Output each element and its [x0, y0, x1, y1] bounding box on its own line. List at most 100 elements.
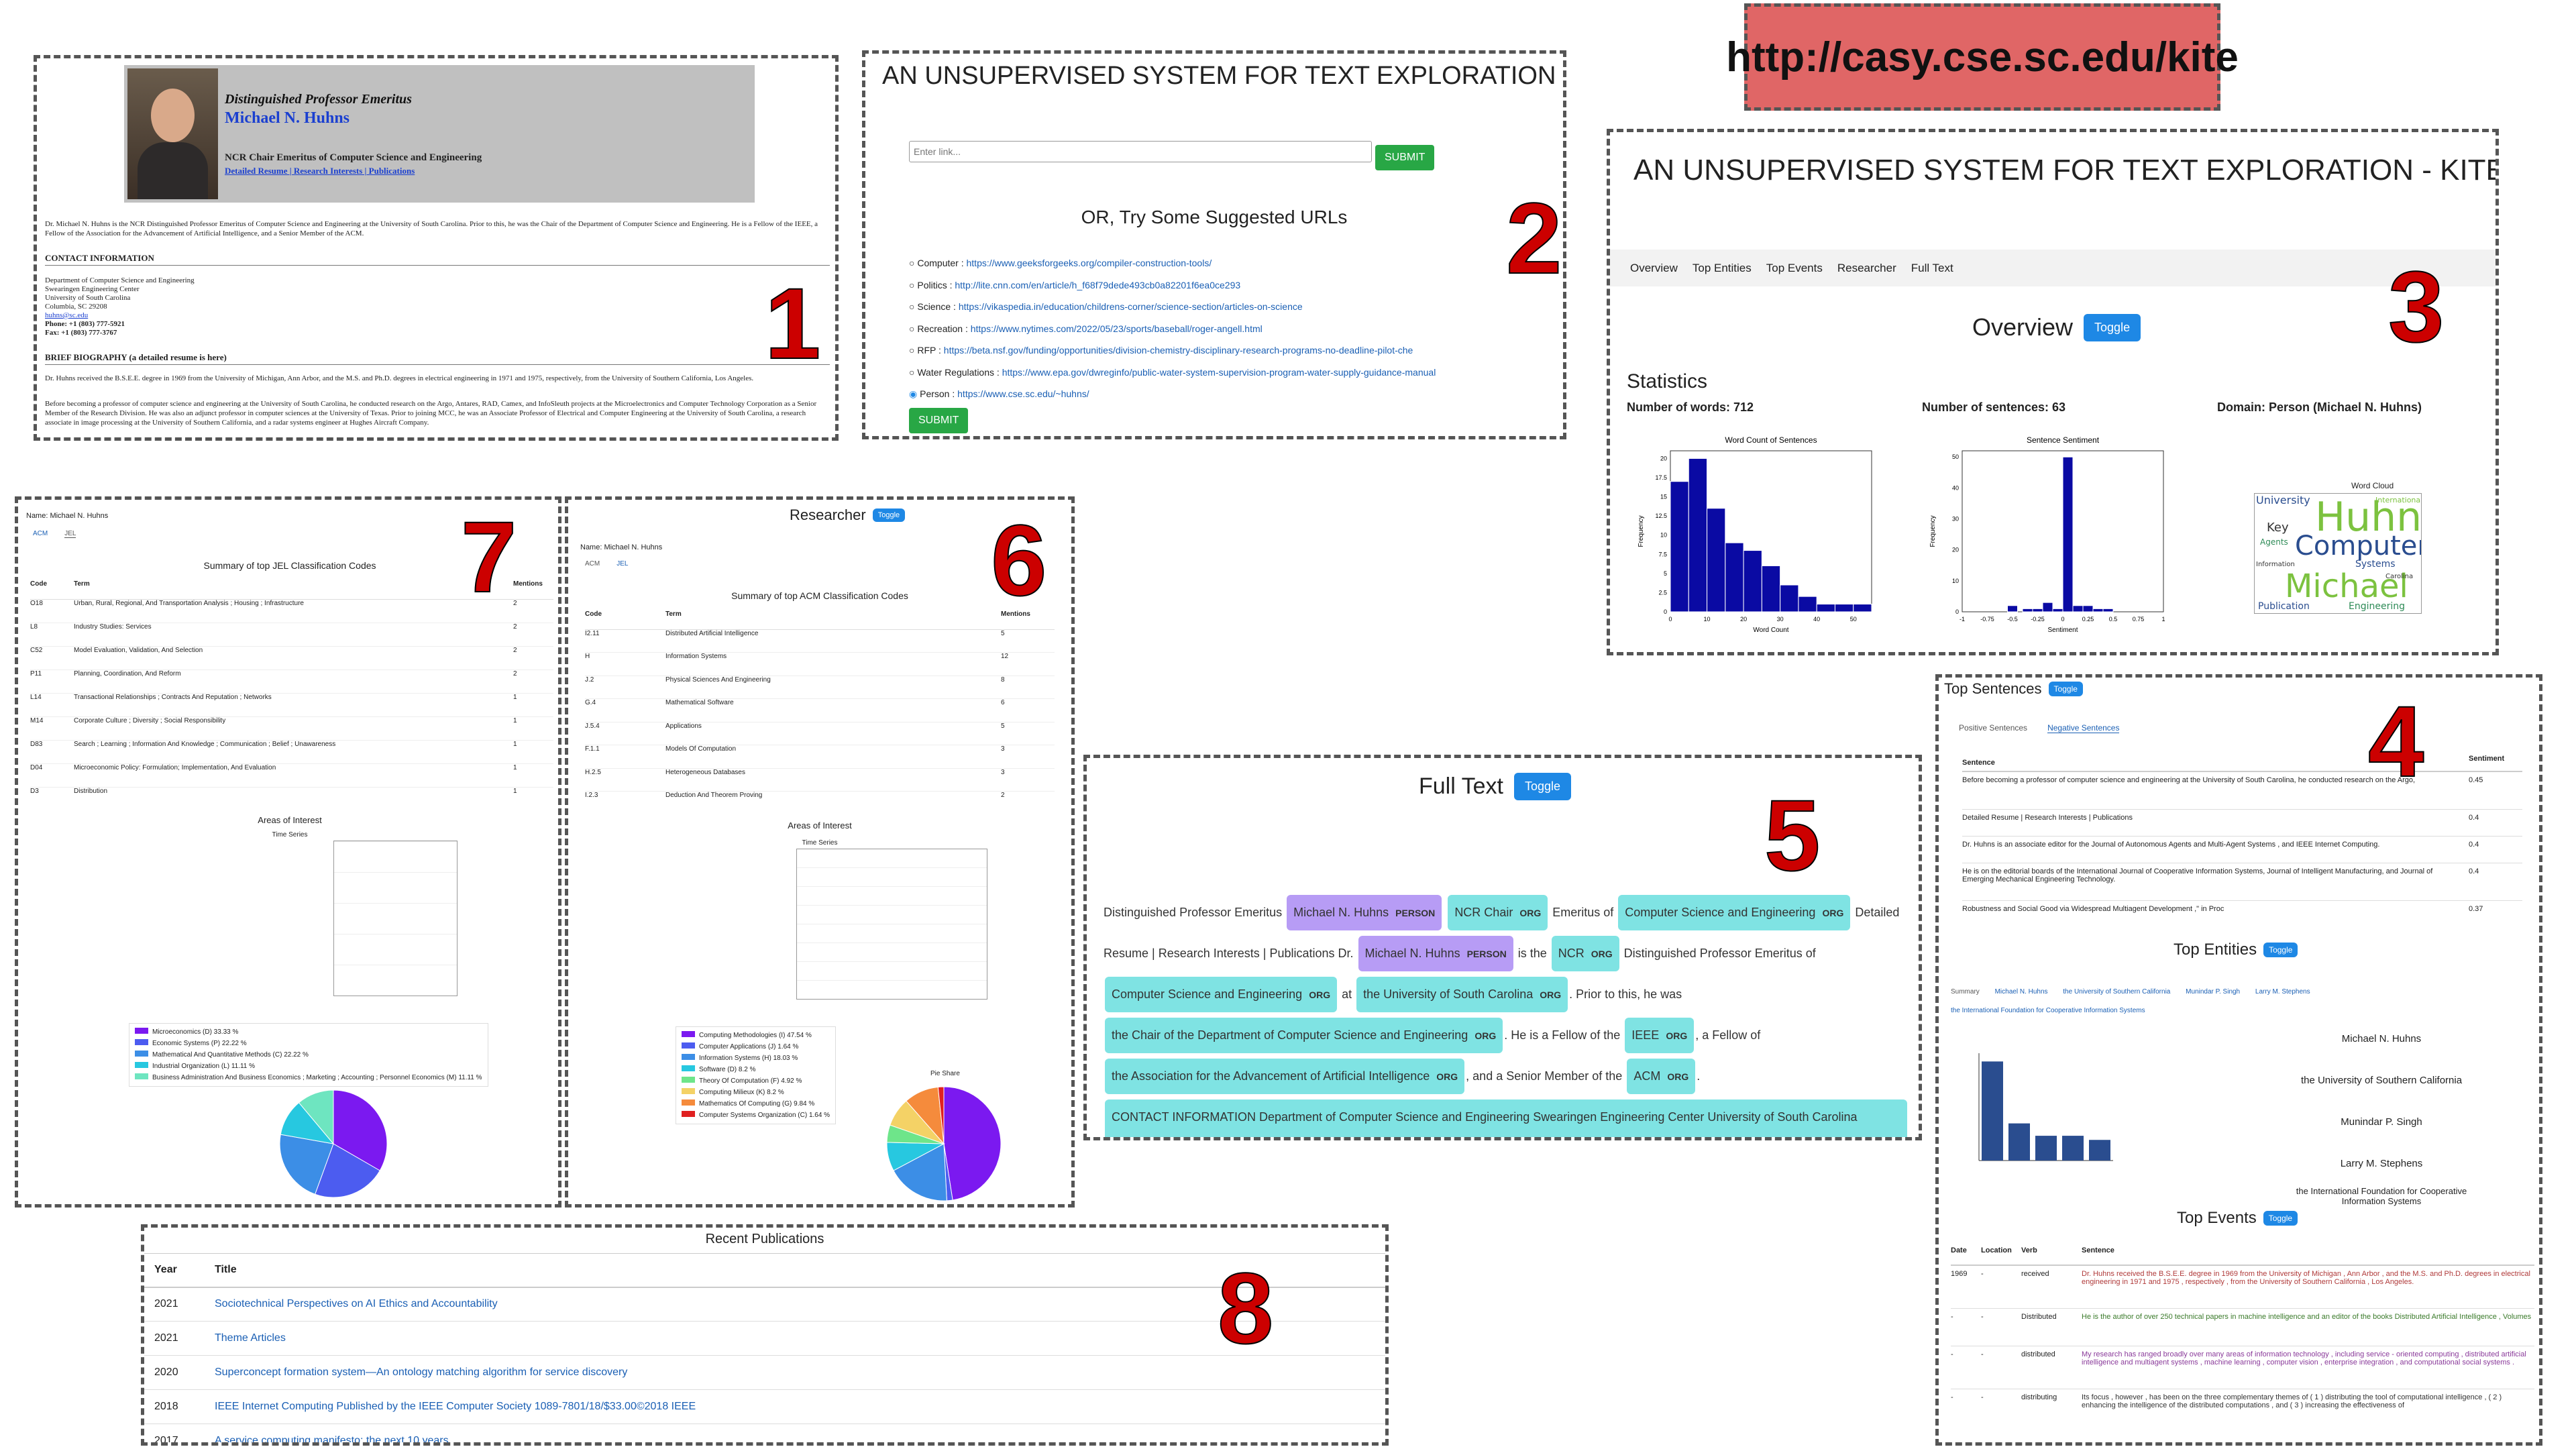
- table-row: - - distributing Its focus , however , has …: [1951, 1393, 2502, 1409]
- entity-tag[interactable]: the University of South Carolina ORG: [1356, 977, 1568, 1012]
- tab-entity[interactable]: Munindar P. Singh: [2186, 988, 2241, 996]
- time-series-plot-7: [333, 841, 458, 996]
- cloud-word: Huhns: [2315, 494, 2422, 541]
- app-title-3: AN UNSUPERVISED SYSTEM FOR TEXT EXPLORAT…: [1633, 154, 2499, 186]
- tab-entity[interactable]: Michael N. Huhns: [1994, 988, 2048, 996]
- radio-rfp[interactable]: ○ RFP : https://beta.nsf.gov/funding/opp…: [909, 345, 1413, 356]
- radio-icon[interactable]: ○: [909, 301, 918, 312]
- submit-button-bottom[interactable]: SUBMIT: [909, 408, 969, 433]
- publications-table: Year Title 2021 Sociotechnical Perspective…: [144, 1253, 1385, 1446]
- entity-tag[interactable]: CONTACT INFORMATION Department of Comput…: [1105, 1099, 1907, 1137]
- tab-acm[interactable]: ACM: [33, 530, 48, 537]
- publication-link[interactable]: Sociotechnical Perspectives on AI Ethics…: [215, 1298, 498, 1310]
- full-text-toggle[interactable]: Toggle: [1513, 773, 1572, 800]
- table-row: I2.11 Distributed Artificial Intelligence…: [585, 629, 1055, 653]
- radio-selected-icon[interactable]: ◉: [909, 388, 920, 399]
- nav-top-entities[interactable]: Top Entities: [1692, 261, 1752, 274]
- email-link[interactable]: huhns@sc.edu: [45, 311, 89, 319]
- radio-politics[interactable]: ○ Politics : http://lite.cnn.com/en/arti…: [909, 279, 1241, 290]
- url-input[interactable]: [909, 141, 1372, 162]
- entity-tag[interactable]: ACM ORG: [1627, 1059, 1696, 1094]
- tab-acm[interactable]: ACM: [585, 560, 600, 568]
- radio-icon[interactable]: ○: [909, 279, 918, 290]
- nav-researcher[interactable]: Researcher: [1837, 261, 1896, 274]
- legend-swatch: [135, 1028, 148, 1034]
- chart-title: Sentence Sentiment: [2027, 435, 2100, 445]
- radio-water[interactable]: ○ Water Regulations : https://www.epa.go…: [909, 366, 1436, 378]
- panel-4-top-sentences: Top Sentences Toggle Positive Sentences …: [1935, 674, 2542, 1446]
- entity-tag[interactable]: NCR Chair ORG: [1448, 895, 1548, 930]
- table-row: I.2.3 Deduction And Theorem Proving 2: [585, 792, 1005, 799]
- histogram-bar: [1688, 458, 1708, 612]
- entity-bar: [2035, 1136, 2057, 1161]
- top-events-toggle[interactable]: Toggle: [2263, 1211, 2298, 1226]
- histogram-bar: [2052, 608, 2063, 612]
- entity-tag[interactable]: the Association for the Advancement of A…: [1105, 1059, 1465, 1094]
- tab-positive[interactable]: Positive Sentences: [1959, 723, 2028, 733]
- top-events-heading: Top Events Toggle: [2177, 1209, 2298, 1228]
- top-entities-toggle[interactable]: Toggle: [2263, 943, 2298, 957]
- publication-link[interactable]: A service computing manifesto: the next …: [215, 1435, 449, 1446]
- suggested-heading: OR, Try Some Suggested URLs: [1081, 207, 1348, 227]
- radio-icon[interactable]: ○: [909, 366, 918, 378]
- y-axis-label: Frequency: [1638, 515, 1645, 547]
- submit-button-top[interactable]: SUBMIT: [1375, 145, 1435, 170]
- researcher-toggle[interactable]: Toggle: [872, 508, 906, 522]
- tab-jel[interactable]: JEL: [616, 560, 629, 568]
- x-tick-label: 50: [1850, 616, 1857, 623]
- table-row: He is on the editorial boards of the Int…: [1962, 863, 2522, 900]
- tab-entity[interactable]: the International Foundation for Coopera…: [1951, 1007, 2145, 1014]
- tab-entity[interactable]: Larry M. Stephens: [2255, 988, 2310, 996]
- entity-tag[interactable]: Michael N. Huhns PERSON: [1287, 895, 1442, 930]
- nav-top-events[interactable]: Top Events: [1766, 261, 1823, 274]
- radio-icon[interactable]: ○: [909, 345, 918, 356]
- entity-tag[interactable]: Computer Science and Engineering ORG: [1618, 895, 1851, 930]
- table-row: H.2.5 Heterogeneous Databases 3: [585, 768, 1055, 792]
- x-axis-label: Word Count: [1753, 627, 1788, 634]
- table-row: D83 Search ; Learning ; Information And K…: [30, 740, 553, 763]
- nav-overview[interactable]: Overview: [1630, 261, 1678, 274]
- top-sentences-toggle[interactable]: Toggle: [2048, 682, 2083, 696]
- tab-summary[interactable]: Summary: [1951, 988, 1980, 996]
- table-row: F.1.1 Models Of Computation 3: [585, 745, 1055, 768]
- classification-tabs: ACM JEL: [585, 560, 628, 568]
- legend-swatch: [682, 1088, 695, 1094]
- acm-summary-title: Summary of top ACM Classification Codes: [731, 590, 908, 601]
- tab-entity[interactable]: the University of Southern California: [2063, 988, 2171, 996]
- radio-science[interactable]: ○ Science : https://vikaspedia.in/educat…: [909, 301, 1303, 312]
- legend-swatch: [135, 1051, 148, 1057]
- legend-swatch: [682, 1054, 695, 1060]
- table-row: 2017 A service computing manifesto: the n…: [144, 1424, 1385, 1446]
- sentence-count-stat: Number of sentences: 63: [1922, 400, 2066, 414]
- profile-links[interactable]: Detailed Resume | Research Interests | P…: [225, 166, 415, 176]
- radio-computer[interactable]: ○ Computer : https://www.geeksforgeeks.o…: [909, 258, 1212, 268]
- url-banner[interactable]: http://casy.cse.sc.edu/kite: [1726, 3, 2239, 111]
- entity-tag[interactable]: NCR ORG: [1551, 936, 1619, 971]
- jel-codes-table: Code Term Mentions O18 Urban, Rural, Region…: [30, 580, 553, 810]
- entity-bar: [1982, 1061, 2003, 1161]
- tab-jel[interactable]: JEL: [64, 530, 76, 538]
- entity-bar: [2089, 1140, 2110, 1161]
- publication-link[interactable]: IEEE Internet Computing Published by the…: [215, 1401, 696, 1412]
- pie-slice: [280, 1134, 334, 1195]
- radio-icon[interactable]: ○: [909, 323, 918, 334]
- publication-link[interactable]: Theme Articles: [215, 1332, 286, 1344]
- bio-paragraph-2: Before becoming a professor of computer …: [45, 400, 817, 427]
- panel-5-full-text: Full Text Toggle Distinguished Professor…: [1083, 755, 1922, 1140]
- x-tick-label: 0: [1668, 616, 1672, 623]
- nav-full-text[interactable]: Full Text: [1911, 261, 1953, 274]
- publication-link[interactable]: Superconcept formation system—An ontolog…: [215, 1366, 628, 1378]
- radio-person[interactable]: ◉ Person : https://www.cse.sc.edu/~huhns…: [909, 388, 1089, 399]
- entity-tag[interactable]: the Chair of the Department of Computer …: [1105, 1018, 1503, 1053]
- pie-title: Pie Share: [930, 1070, 960, 1077]
- tab-negative[interactable]: Negative Sentences: [2047, 723, 2120, 733]
- overview-toggle[interactable]: Toggle: [2084, 313, 2141, 341]
- table-row: - - distributed My research has ranged broa…: [1951, 1346, 2534, 1389]
- entity-tag[interactable]: IEEE ORG: [1625, 1018, 1695, 1053]
- entity-tag[interactable]: Computer Science and Engineering ORG: [1105, 977, 1338, 1012]
- entity-tag[interactable]: Michael N. Huhns PERSON: [1358, 936, 1513, 971]
- radio-recreation[interactable]: ○ Recreation : https://www.nytimes.com/2…: [909, 323, 1263, 334]
- table-row: M14 Corporate Culture ; Diversity ; Socia…: [30, 716, 553, 740]
- radio-icon[interactable]: ○: [909, 258, 918, 268]
- entity-list: Michael N. Huhns the University of South…: [2274, 1033, 2489, 1206]
